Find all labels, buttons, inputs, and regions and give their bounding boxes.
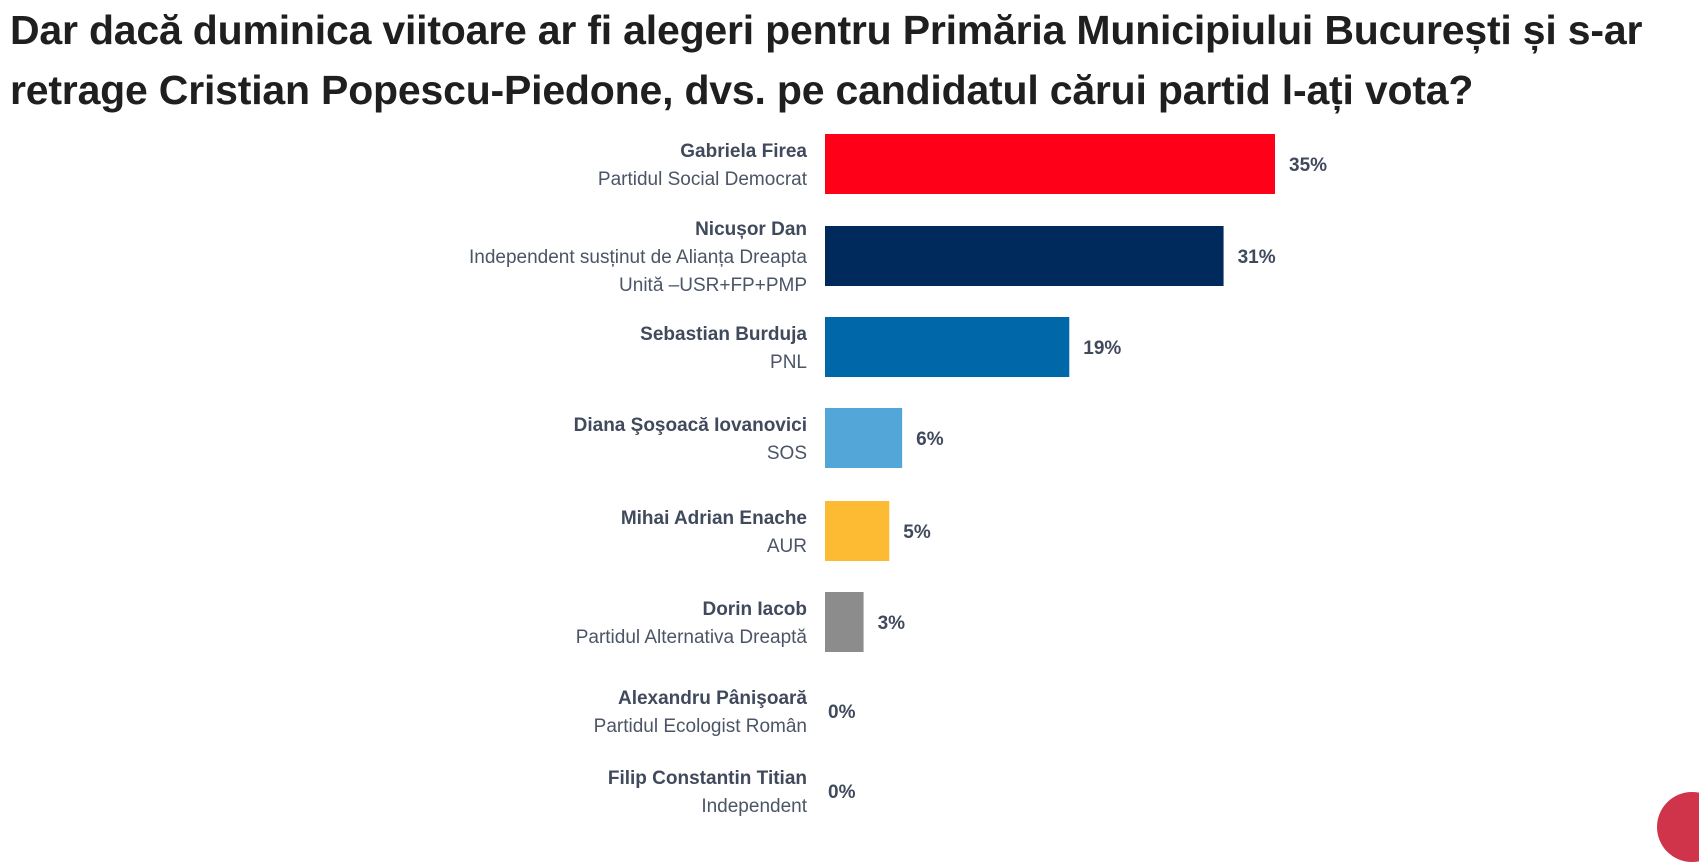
candidate-name-3: Diana Şoşoacă Iovanovici [574,415,807,436]
candidate-name-0: Gabriela Firea [680,141,807,162]
value-label-1: 31% [1238,247,1276,268]
bar-4 [825,501,890,561]
bar-3 [825,408,903,468]
bar-0 [825,134,1275,194]
party-label-1-1: Unită –USR+FP+PMP [619,275,807,296]
bar-chart: 35% Gabriela Firea Partidul Social Democra… [469,134,1327,817]
value-label-6: 0% [828,702,856,723]
party-label-2-0: PNL [770,352,807,373]
party-label-6-0: Partidul Ecologist Român [594,716,807,737]
party-label-5-0: Partidul Alternativa Dreaptă [576,627,808,648]
candidate-name-6: Alexandru Pânişoară [618,688,807,709]
candidate-name-1: Nicușor Dan [695,219,807,240]
party-label-0-0: Partidul Social Democrat [598,169,808,190]
party-label-1-0: Independent susținut de Alianța Dreapta [469,247,807,268]
bar-2 [825,317,1070,377]
candidate-name-7: Filip Constantin Titian [608,768,807,789]
bar-5 [825,592,864,652]
value-label-0: 35% [1289,155,1327,176]
candidate-name-2: Sebastian Burduja [640,324,807,345]
value-label-7: 0% [828,782,856,803]
value-label-2: 19% [1083,338,1121,359]
party-label-4-0: AUR [767,536,807,557]
bar-1 [825,226,1224,286]
chart-title: Dar dacă duminica viitoare ar fi alegeri… [10,7,1643,113]
value-label-5: 3% [878,613,906,634]
party-label-7-0: Independent [701,796,807,817]
party-label-3-0: SOS [767,443,807,464]
candidate-name-5: Dorin Iacob [702,599,807,620]
candidate-name-4: Mihai Adrian Enache [621,508,807,529]
value-label-4: 5% [903,522,931,543]
value-label-3: 6% [916,429,944,450]
